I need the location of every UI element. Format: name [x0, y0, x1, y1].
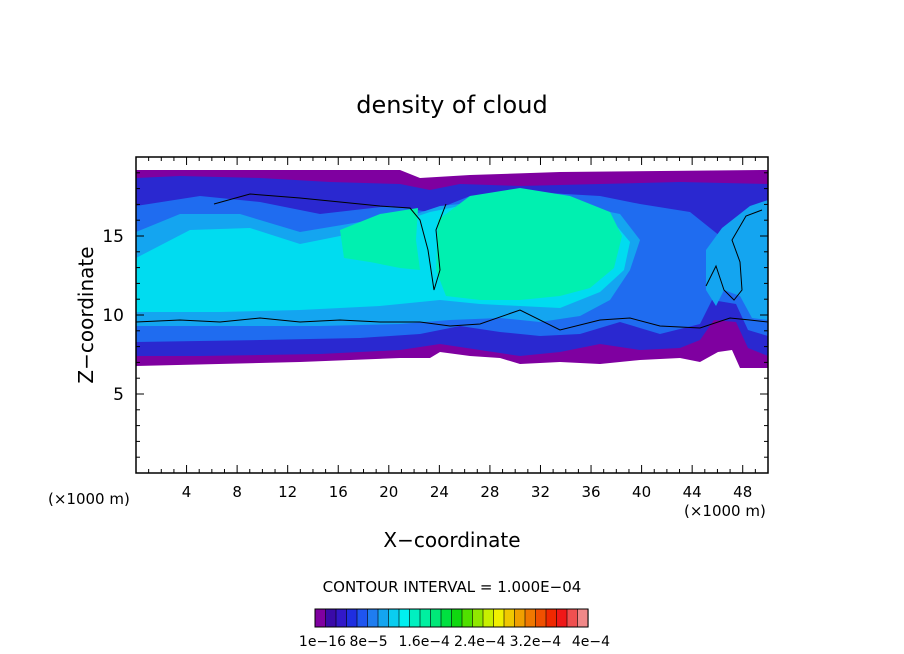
colorbar-swatch: [451, 608, 463, 628]
colorbar-swatch: [325, 608, 337, 628]
x-tick-label: 48: [733, 483, 752, 501]
chart-title: density of cloud: [356, 91, 547, 119]
x-tick-label: 32: [531, 483, 550, 501]
colorbar-swatch: [461, 608, 474, 628]
colorbar-swatch: [545, 608, 558, 628]
colorbar-swatch: [314, 608, 327, 628]
colorbar-swatch: [514, 608, 526, 628]
colorbar-swatch: [388, 608, 400, 628]
colorbar-swatch: [535, 608, 547, 628]
x-tick-label: 40: [632, 483, 651, 501]
y-axis-ticks: [136, 172, 768, 458]
y-tick-label: 15: [102, 227, 124, 247]
y-axis-tick-labels: 5 10 15: [102, 227, 124, 405]
colorbar-swatch: [398, 608, 411, 628]
colorbar-swatch: [419, 608, 432, 628]
colorbar-swatch: [482, 608, 495, 628]
colorbar-swatch: [440, 608, 453, 628]
x-axis-tick-labels: 4 8 12 16 20 24 28 32 36 40 44 48: [182, 483, 752, 501]
x-unit-left: (×1000 m): [48, 490, 130, 508]
colorbar-swatch: [472, 608, 484, 628]
colorbar-swatch: [493, 608, 505, 628]
x-tick-label: 28: [480, 483, 499, 501]
colorbar-swatch: [335, 608, 348, 628]
colorbar-tick-label: 1.6e−4: [398, 634, 450, 650]
x-tick-label: 24: [430, 483, 449, 501]
colorbar-swatch: [346, 608, 358, 628]
colorbar-frame: [314, 608, 589, 628]
colorbar-tick-label: 2.4e−4: [454, 634, 506, 650]
colorbar-swatch: [367, 608, 379, 628]
colorbar-swatch: [524, 608, 537, 628]
x-tick-label: 8: [232, 483, 242, 501]
colorbar-swatch: [356, 608, 369, 628]
x-tick-label: 20: [379, 483, 398, 501]
x-tick-label: 16: [329, 483, 348, 501]
contour-line-upper: [213, 193, 447, 291]
contour-line-right: [705, 209, 763, 301]
contour-interval-label: CONTOUR INTERVAL = 1.000E−04: [323, 578, 582, 596]
heatmap-area: [136, 170, 768, 368]
y-tick-label: 5: [113, 385, 124, 405]
colorbar-swatch: [409, 608, 421, 628]
x-tick-label: 44: [683, 483, 702, 501]
x-axis-ticks: [148, 157, 756, 473]
colorbar-swatch: [577, 608, 589, 628]
colorbar-swatch: [377, 608, 390, 628]
x-tick-label: 36: [581, 483, 600, 501]
y-tick-label: 10: [102, 306, 124, 326]
colorbar-swatch: [430, 608, 442, 628]
colorbar-swatch: [566, 608, 579, 628]
colorbar-swatch: [556, 608, 568, 628]
colorbar-tick-label: 8e−5: [350, 634, 388, 650]
colorbar-swatch: [503, 608, 516, 628]
cloud-layer-aqua-green-left: [340, 208, 420, 270]
x-axis-label: X−coordinate: [383, 528, 520, 552]
x-unit-right: (×1000 m): [684, 502, 766, 520]
colorbar-tick-label: 4e−4: [572, 634, 610, 650]
colorbar-tick-label: 1e−16: [299, 634, 346, 650]
cloud-layer-light-blue-right: [706, 200, 768, 320]
colorbar-tick-label: 3.2e−4: [510, 634, 562, 650]
x-tick-label: 4: [182, 483, 192, 501]
x-tick-label: 12: [278, 483, 297, 501]
colorbar-tick-labels: 1e−16 8e−5 1.6e−4 2.4e−4 3.2e−4 4e−4: [299, 634, 610, 650]
y-axis-label: Z−coordinate: [74, 246, 98, 383]
colorbar: [314, 608, 589, 628]
contour-line-lower: [136, 309, 768, 331]
cloud-layer-aqua-green-right: [436, 188, 622, 300]
